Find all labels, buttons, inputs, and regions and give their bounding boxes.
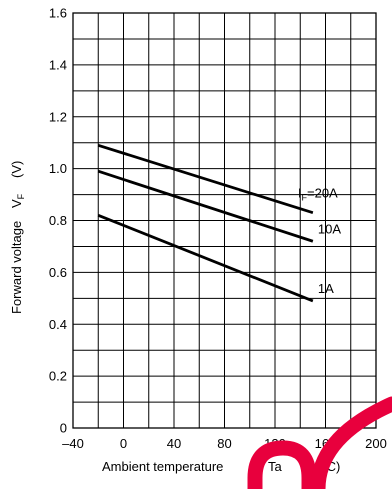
series-label: IF=20A: [298, 186, 338, 203]
series-group: IF=20A 10A 1A: [97, 143, 341, 303]
series-label: 1A: [318, 281, 334, 296]
y-tick-label: 0: [60, 421, 67, 436]
y-tick-label: 0.6: [49, 265, 67, 280]
x-tick-label: 80: [217, 436, 231, 451]
y-tick-label: 1.4: [49, 57, 67, 72]
grid: [72, 12, 377, 429]
x-tick-label: 40: [167, 436, 181, 451]
y-axis-unit: (V): [9, 161, 24, 178]
x-tick-label: –40: [62, 436, 84, 451]
series-line: [97, 169, 314, 243]
y-tick-label: 0.2: [49, 369, 67, 384]
y-tick-label: 0.4: [49, 317, 67, 332]
y-axis-symbol: VF: [9, 193, 26, 208]
x-tick-label: 0: [120, 436, 127, 451]
y-tick-label: 1.0: [49, 161, 67, 176]
y-axis-symbol-main: V: [9, 199, 24, 208]
watermark-logo: [247, 396, 392, 489]
y-axis-label: Forward voltage: [9, 221, 24, 314]
y-axis-symbol-sub: F: [16, 193, 26, 199]
x-tick-label: 200: [365, 436, 387, 451]
series-label: 10A: [318, 221, 341, 236]
x-axis-symbol: Ta: [268, 459, 283, 474]
watermark-stroke: [310, 396, 392, 489]
series-line: [97, 214, 314, 303]
y-tick-label: 0.8: [49, 213, 67, 228]
x-axis-label: Ambient temperature: [102, 459, 223, 474]
watermark-stroke: [247, 440, 317, 489]
plot-frame: [72, 12, 377, 429]
series-line: [97, 143, 314, 215]
y-tick-label: 1.2: [49, 109, 67, 124]
y-tick-label: 1.6: [49, 6, 67, 21]
y-axis-label-group: Forward voltage VF (V): [9, 161, 26, 314]
